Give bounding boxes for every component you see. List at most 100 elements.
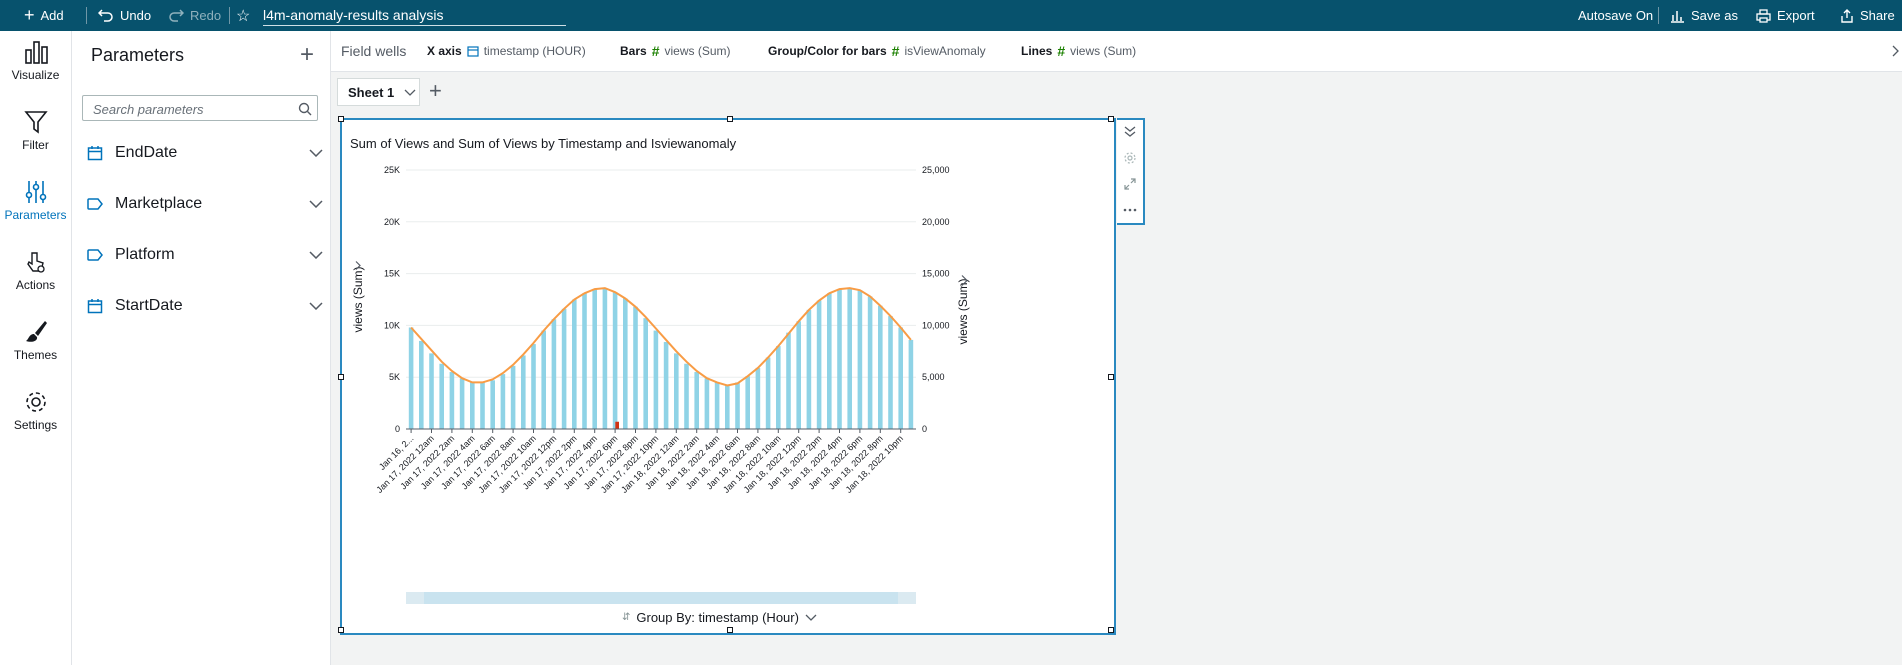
share-button[interactable]: Share bbox=[1840, 0, 1895, 31]
double-chevron-down-icon[interactable] bbox=[1124, 126, 1136, 138]
chart-bar bbox=[755, 367, 761, 429]
tab-sheet-1[interactable]: Sheet 1 bbox=[337, 78, 420, 106]
chart-bar bbox=[674, 353, 679, 429]
nav-visualize[interactable]: Visualize bbox=[0, 31, 71, 97]
scrollbar-thumb[interactable] bbox=[424, 592, 898, 604]
redo-icon bbox=[169, 8, 184, 22]
y-tick-label-right: 15,000 bbox=[922, 269, 950, 279]
chart-bar bbox=[684, 363, 689, 429]
share-icon bbox=[1841, 8, 1853, 23]
chart-bar bbox=[714, 382, 720, 429]
resize-handle[interactable] bbox=[727, 627, 733, 633]
field-wells-label[interactable]: Field wells bbox=[341, 43, 407, 59]
resize-handle[interactable] bbox=[1108, 627, 1114, 633]
add-parameter-button[interactable]: + bbox=[300, 41, 315, 68]
resize-handle[interactable] bbox=[338, 116, 344, 122]
chevron-down-icon[interactable] bbox=[309, 200, 323, 208]
chevron-down-icon[interactable] bbox=[309, 149, 323, 157]
more-icon[interactable] bbox=[1123, 208, 1137, 212]
field-well-lines[interactable]: Lines # views (Sum) bbox=[1021, 43, 1137, 59]
resize-handle[interactable] bbox=[727, 116, 733, 122]
add-button[interactable]: + Add bbox=[24, 5, 64, 25]
chart-bar bbox=[480, 382, 485, 429]
measure-icon: # bbox=[651, 43, 660, 59]
parameter-platform[interactable]: Platform bbox=[87, 240, 323, 270]
calendar-icon bbox=[87, 146, 103, 161]
search-parameters-input[interactable]: Search parameters bbox=[82, 95, 318, 121]
chart-bar bbox=[500, 374, 506, 429]
resize-handle[interactable] bbox=[338, 374, 344, 380]
analysis-title-input[interactable]: l4m-anomaly-results analysis bbox=[263, 6, 566, 26]
y-tick-label-right: 25,000 bbox=[922, 165, 950, 175]
printer-icon bbox=[1756, 8, 1771, 23]
visual-container[interactable]: Sum of Views and Sum of Views by Timesta… bbox=[338, 116, 1116, 635]
calendar-icon bbox=[467, 46, 479, 57]
nav-themes[interactable]: Themes bbox=[0, 311, 71, 377]
combo-chart[interactable]: 0 0 5K 5,000 10K 10,000 15K 15,000 20K 20,000 25K 2… bbox=[342, 160, 1114, 560]
chart-bar bbox=[837, 289, 842, 429]
nav-actions[interactable]: Actions bbox=[0, 241, 71, 307]
field-well-group-color[interactable]: Group/Color for bars # isViewAnomaly bbox=[768, 43, 986, 59]
measure-icon: # bbox=[891, 43, 900, 59]
autosave-status[interactable]: Autosave On bbox=[1578, 8, 1654, 23]
visual-title[interactable]: Sum of Views and Sum of Views by Timesta… bbox=[350, 136, 737, 151]
sliders-icon bbox=[25, 181, 46, 203]
field-wells-bar: Field wells X axis timestamp (HOUR) Bars… bbox=[331, 31, 1902, 72]
chart-scrollbar[interactable] bbox=[406, 592, 916, 604]
redo-button[interactable]: Redo bbox=[168, 0, 221, 31]
field-well-bars[interactable]: Bars # views (Sum) bbox=[620, 43, 731, 59]
chart-bar bbox=[663, 341, 669, 429]
brush-icon bbox=[25, 321, 47, 342]
calendar-icon bbox=[87, 299, 103, 314]
measure-icon: # bbox=[1057, 43, 1066, 59]
collapse-icon[interactable] bbox=[1892, 45, 1900, 57]
export-button[interactable]: Export bbox=[1756, 0, 1815, 31]
chart-bar bbox=[908, 339, 914, 429]
chart-bar bbox=[704, 378, 710, 429]
parameter-marketplace[interactable]: Marketplace bbox=[87, 189, 323, 219]
chevron-down-icon[interactable] bbox=[805, 614, 817, 621]
chart-bar bbox=[643, 318, 648, 429]
chart-bar bbox=[408, 327, 414, 429]
resize-handle[interactable] bbox=[1108, 374, 1114, 380]
tag-icon bbox=[87, 198, 103, 210]
top-bar: + Add Undo Redo ☆ l4m-anomaly-results an… bbox=[0, 0, 1902, 31]
y-tick-label-left: 15K bbox=[384, 269, 400, 279]
chart-bar bbox=[531, 344, 536, 429]
filter-icon bbox=[23, 111, 48, 134]
chart-bar bbox=[592, 289, 597, 429]
chart-bar bbox=[633, 306, 638, 429]
y-tick-label-left: 10K bbox=[384, 320, 400, 330]
gear-icon[interactable] bbox=[1124, 152, 1136, 164]
chevron-down-icon[interactable] bbox=[309, 302, 323, 310]
add-sheet-button[interactable]: + bbox=[429, 78, 442, 103]
nav-settings[interactable]: Settings bbox=[0, 381, 71, 447]
y-tick-label-left: 25K bbox=[384, 165, 400, 175]
resize-handle[interactable] bbox=[338, 627, 344, 633]
chart-bar bbox=[510, 365, 516, 429]
chart-bar bbox=[572, 299, 577, 429]
favorite-button[interactable]: ☆ bbox=[236, 0, 250, 31]
parameters-panel: Parameters + Search parameters EndDate M… bbox=[72, 31, 331, 665]
parameter-startdate[interactable]: StartDate bbox=[87, 291, 323, 321]
group-by-control[interactable]: ⇵ Group By: timestamp (Hour) bbox=[622, 610, 817, 625]
y-tick-label-right: 10,000 bbox=[922, 320, 950, 330]
chart-bar bbox=[694, 372, 699, 429]
visual-toolbar bbox=[1117, 118, 1145, 225]
resize-handle[interactable] bbox=[1108, 116, 1114, 122]
y-tick-label-left: 20K bbox=[384, 217, 400, 227]
gear-icon bbox=[25, 392, 46, 412]
save-as-button[interactable]: Save as bbox=[1670, 0, 1738, 31]
nav-parameters[interactable]: Parameters bbox=[0, 171, 71, 237]
parameter-enddate[interactable]: EndDate bbox=[87, 138, 323, 168]
chevron-down-icon[interactable] bbox=[309, 251, 323, 259]
chevron-down-icon[interactable] bbox=[404, 89, 416, 96]
plus-icon: + bbox=[24, 5, 35, 25]
undo-button[interactable]: Undo bbox=[98, 0, 151, 31]
expand-icon[interactable] bbox=[1124, 178, 1136, 190]
y-tick-label-left: 0 bbox=[395, 424, 400, 434]
y-axis-title-left: views (Sum) bbox=[351, 266, 365, 332]
nav-filter[interactable]: Filter bbox=[0, 101, 71, 167]
chevron-right-icon bbox=[961, 275, 968, 286]
field-well-x-axis[interactable]: X axis timestamp (HOUR) bbox=[427, 44, 586, 58]
